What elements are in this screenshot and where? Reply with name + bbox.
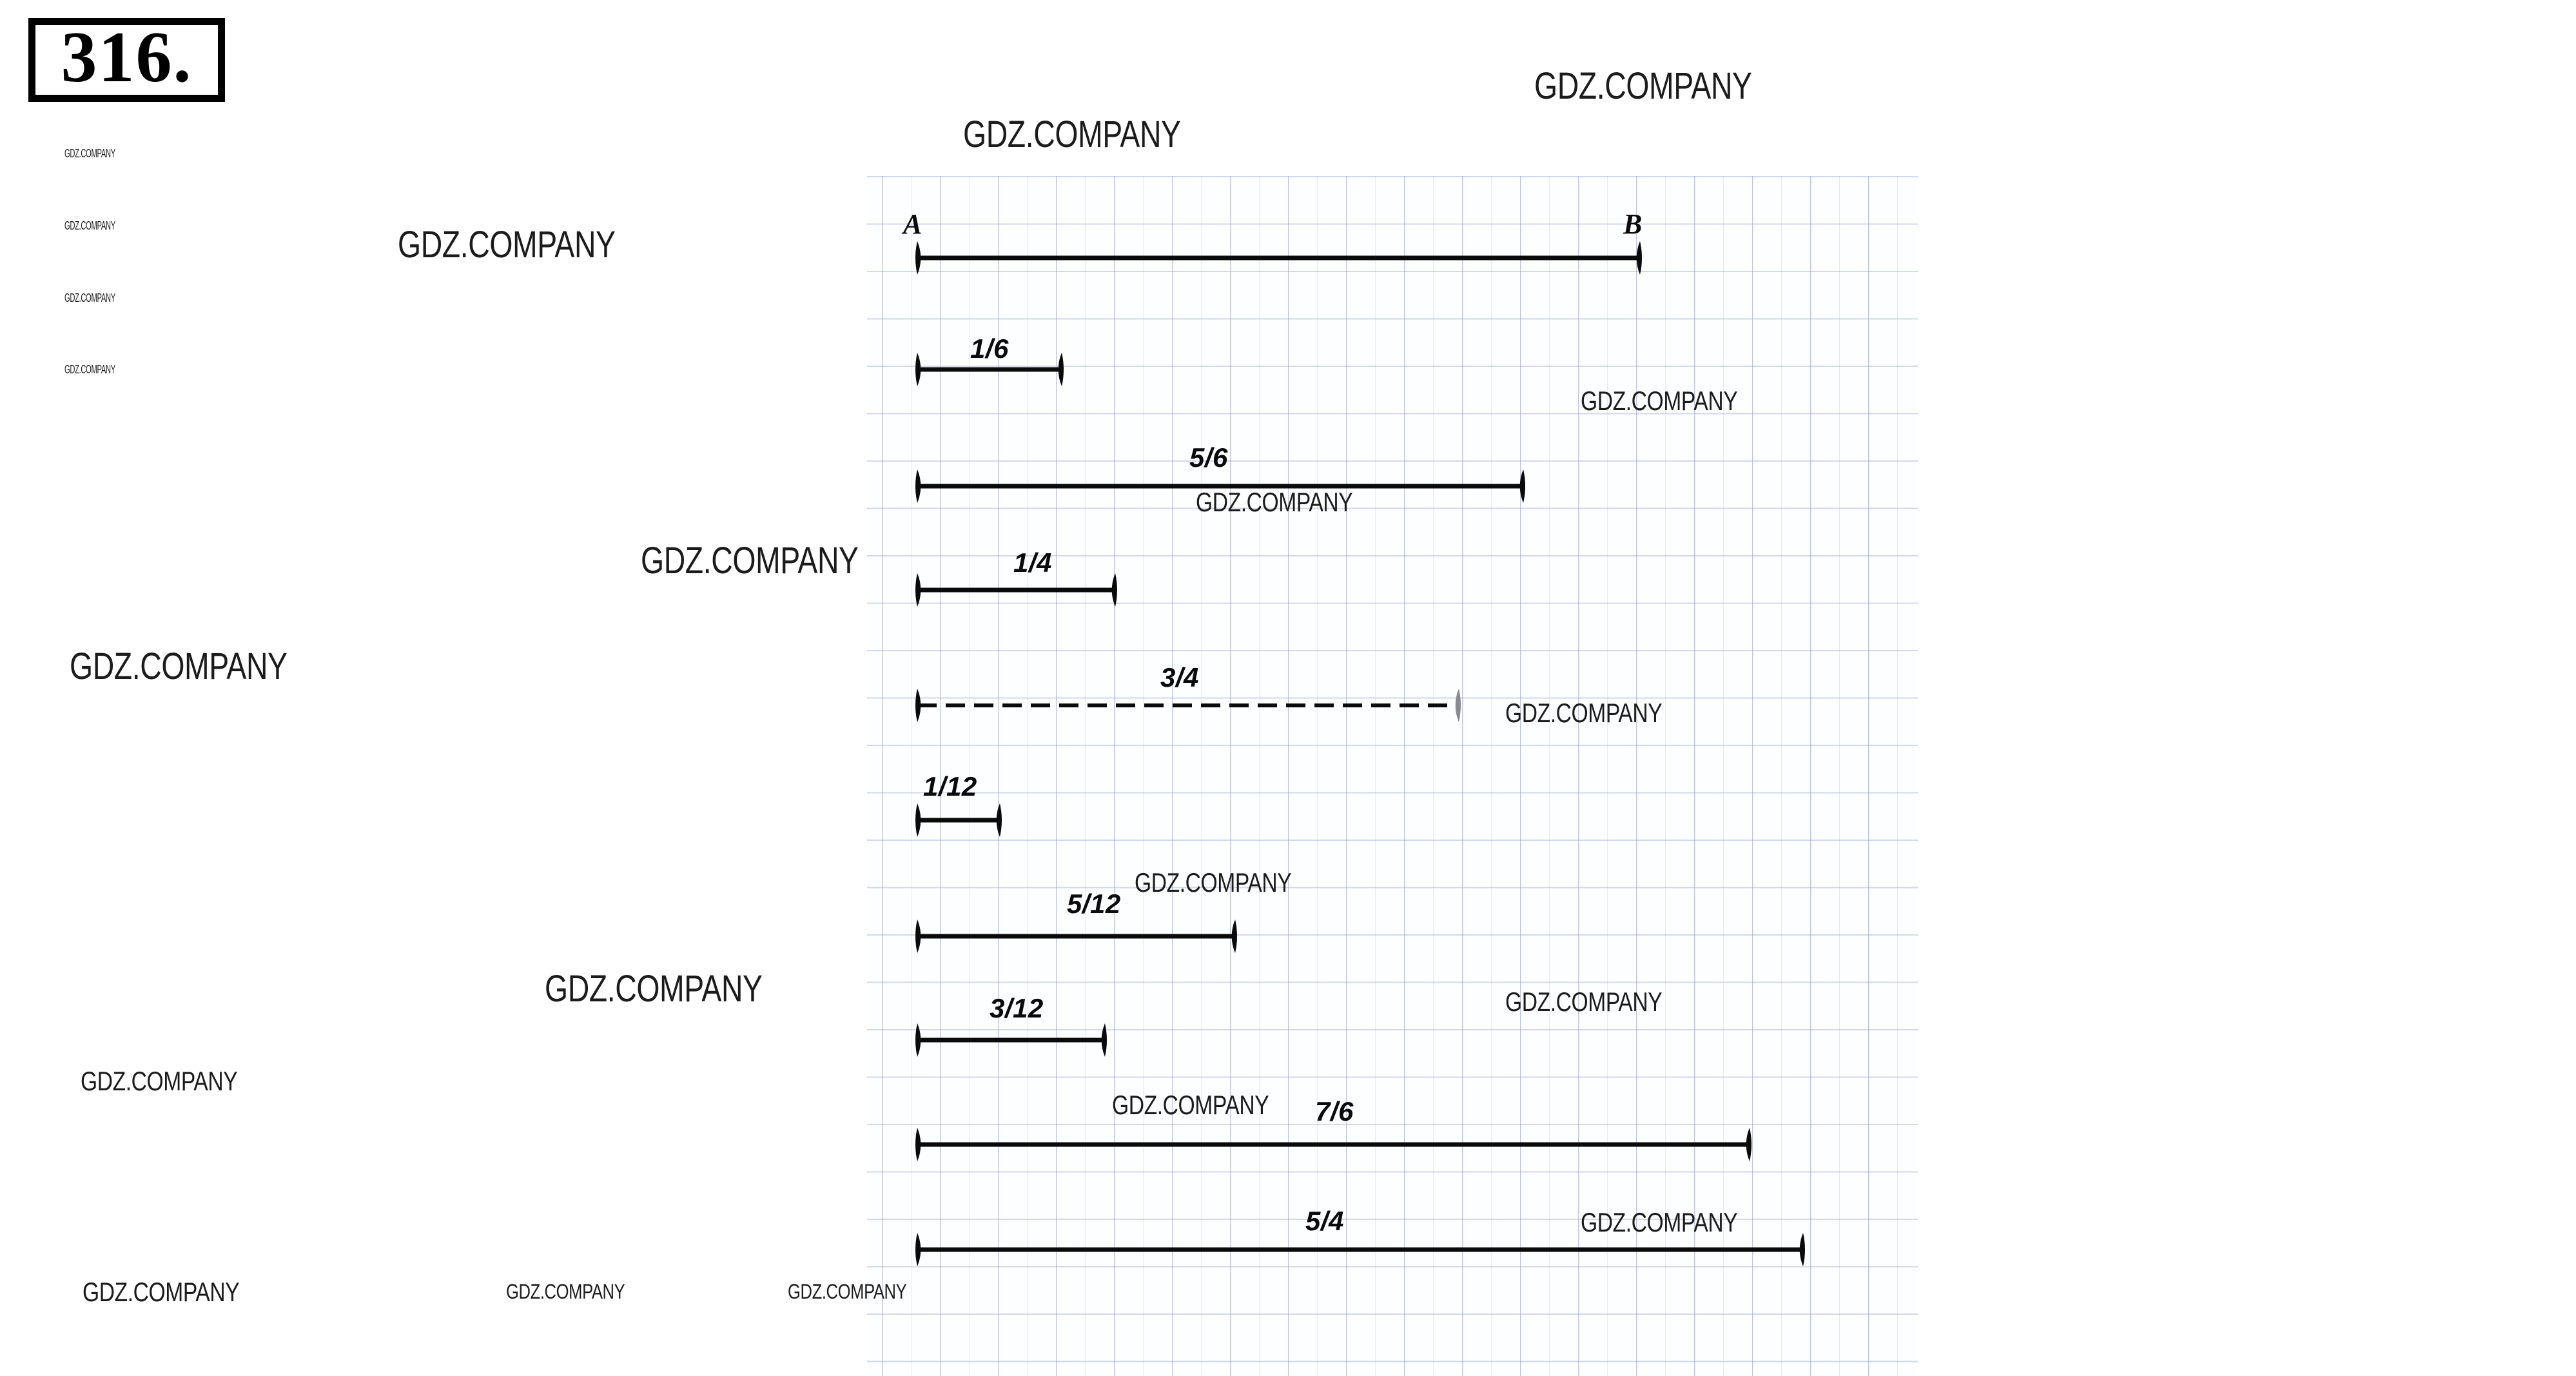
segment-label-3-over-4: 3/4 bbox=[1160, 662, 1199, 693]
watermark-text: GDZ.COMPANY bbox=[545, 968, 763, 1010]
watermark-text: GDZ.COMPANY bbox=[1196, 487, 1353, 517]
segment-label-1-over-4: 1/4 bbox=[1013, 547, 1052, 578]
watermark-text: GDZ.COMPANY bbox=[81, 1066, 238, 1096]
point-label-b: B bbox=[1623, 208, 1643, 240]
watermark-text: GDZ.COMPANY bbox=[83, 1277, 240, 1307]
watermark-text: GDZ.COMPANY bbox=[64, 291, 115, 304]
exercise-number-text: 316. bbox=[61, 17, 193, 97]
watermark-text: GDZ.COMPANY bbox=[1112, 1090, 1269, 1120]
segment-label-7-over-6: 7/6 bbox=[1315, 1096, 1354, 1126]
watermark-text: GDZ.COMPANY bbox=[70, 645, 288, 687]
grid-paper-background bbox=[867, 176, 1918, 1376]
watermark-text: GDZ.COMPANY bbox=[1505, 987, 1663, 1017]
watermark-text: GDZ.COMPANY bbox=[1505, 698, 1663, 728]
watermark-text: GDZ.COMPANY bbox=[1534, 65, 1752, 107]
watermark-text: GDZ.COMPANY bbox=[788, 1280, 907, 1303]
segment-label-5-over-6: 5/6 bbox=[1189, 442, 1228, 473]
segment-label-1-over-12: 1/12 bbox=[923, 771, 977, 801]
watermark-text: GDZ.COMPANY bbox=[64, 147, 115, 160]
exercise-number-box: 316. bbox=[28, 18, 225, 102]
point-label-a: A bbox=[903, 208, 922, 240]
watermark-text: GDZ.COMPANY bbox=[1135, 867, 1292, 898]
watermark-text: GDZ.COMPANY bbox=[506, 1280, 625, 1303]
watermark-text: GDZ.COMPANY bbox=[1581, 1207, 1738, 1237]
watermark-text: GDZ.COMPANY bbox=[1581, 386, 1738, 416]
segment-label-5-over-12: 5/12 bbox=[1067, 889, 1121, 919]
watermark-text: GDZ.COMPANY bbox=[963, 113, 1181, 155]
watermark-text: GDZ.COMPANY bbox=[398, 224, 616, 266]
watermark-text: GDZ.COMPANY bbox=[64, 363, 115, 376]
segment-label-5-over-4: 5/4 bbox=[1305, 1206, 1344, 1236]
watermark-text: GDZ.COMPANY bbox=[641, 540, 859, 582]
watermark-text: GDZ.COMPANY bbox=[64, 219, 115, 232]
segment-label-1-over-6: 1/6 bbox=[970, 333, 1009, 364]
segment-label-3-over-12: 3/12 bbox=[990, 993, 1044, 1023]
